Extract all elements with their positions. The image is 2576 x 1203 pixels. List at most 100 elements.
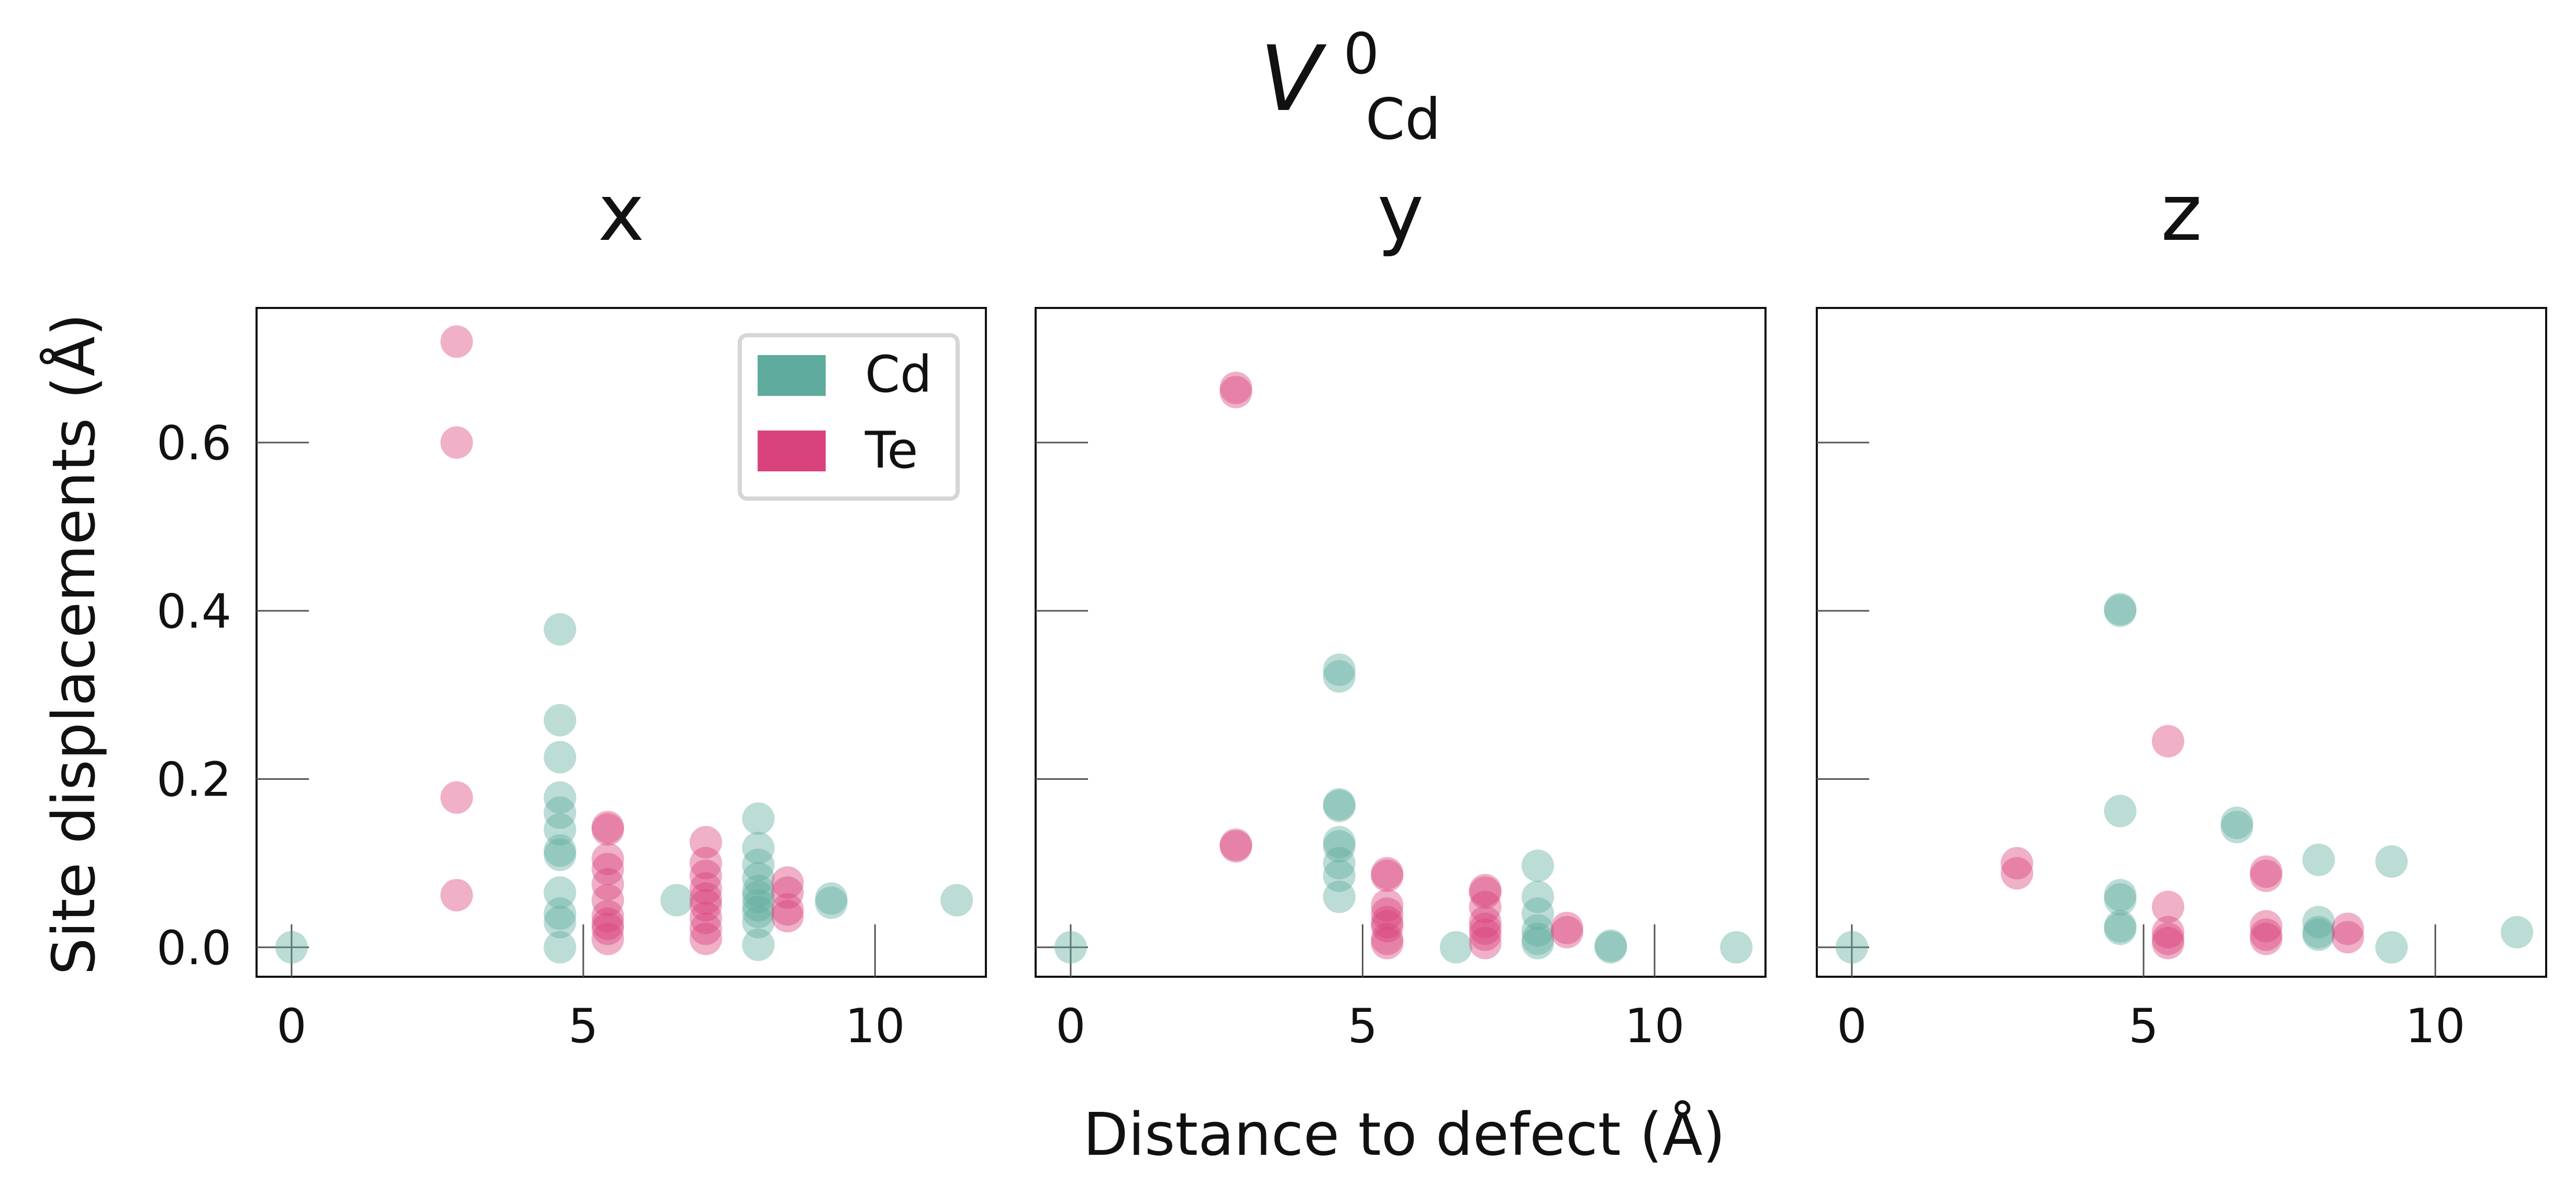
point-y-cd-8 — [1323, 859, 1356, 892]
point-z-cd-15 — [2375, 931, 2408, 964]
point-x-cd-21 — [742, 896, 775, 929]
panel-title-z: z — [2161, 168, 2202, 259]
point-y-cd-10 — [1439, 931, 1472, 964]
point-x-cd-19 — [742, 880, 775, 913]
y-axis-label: Site displacements (Å) — [40, 313, 108, 975]
x-tick-label-x-0: 0 — [276, 999, 306, 1054]
point-z-cd-13 — [2302, 918, 2335, 951]
point-x-cd-7 — [543, 834, 576, 867]
point-x-te-0 — [440, 325, 473, 358]
point-y-cd-4 — [1323, 789, 1356, 822]
point-x-cd-13 — [660, 884, 693, 917]
point-z-te-6 — [2151, 926, 2184, 959]
point-x-te-10 — [591, 900, 624, 933]
point-z-te-8 — [2250, 859, 2283, 892]
point-y-te-12 — [1469, 874, 1502, 907]
x-tick-label-y-0: 0 — [1056, 999, 1085, 1054]
y-tick-label-1: 0.2 — [157, 753, 231, 808]
legend-label-te: Te — [864, 421, 918, 480]
point-y-te-9 — [1371, 910, 1404, 943]
legend-swatch-cd — [758, 355, 826, 396]
point-z-te-2 — [2151, 725, 2184, 758]
x-tick-label-z-2: 10 — [2405, 999, 2466, 1054]
point-x-cd-2 — [543, 704, 576, 737]
x-axis-label: Distance to defect (Å) — [1083, 1100, 1726, 1169]
point-x-te-18 — [690, 882, 723, 915]
plot-frame-y — [1035, 307, 1767, 978]
point-x-te-4 — [591, 811, 624, 844]
point-x-cd-4 — [543, 781, 576, 814]
point-z-te-12 — [2331, 912, 2364, 945]
point-x-cd-12 — [543, 931, 576, 964]
point-y-te-1 — [1219, 376, 1252, 409]
x-tick-label-z-1: 5 — [2128, 999, 2158, 1054]
point-x-te-16 — [690, 859, 723, 892]
point-z-te-9 — [2250, 910, 2283, 943]
point-z-te-13 — [2331, 921, 2364, 954]
legend: Cd Te — [738, 333, 960, 501]
point-y-cd-6 — [1323, 830, 1356, 863]
point-x-te-23 — [771, 866, 804, 899]
point-y-te-0 — [1219, 371, 1252, 404]
point-y-te-15 — [1469, 906, 1502, 939]
figure-title: V 0 Cd — [1260, 21, 1441, 152]
point-x-cd-11 — [543, 906, 576, 939]
x-tick-label-y-2: 10 — [1625, 999, 1685, 1054]
point-x-cd-15 — [742, 832, 775, 865]
point-z-cd-4 — [2104, 879, 2137, 912]
point-z-cd-7 — [2104, 912, 2137, 945]
point-x-te-26 — [771, 900, 804, 933]
point-x-te-19 — [690, 889, 723, 922]
point-x-te-1 — [440, 426, 473, 459]
point-z-cd-2 — [2104, 594, 2137, 627]
point-y-cd-1 — [1323, 653, 1356, 686]
point-x-cd-14 — [742, 802, 775, 835]
point-x-cd-25 — [815, 886, 848, 919]
point-x-te-9 — [591, 884, 624, 917]
point-z-te-10 — [2250, 918, 2283, 951]
point-x-te-3 — [440, 879, 473, 912]
point-z-cd-0 — [1835, 931, 1868, 964]
point-y-cd-0 — [1054, 931, 1087, 964]
panel-x: x 0.0 0.2 0.4 0.6 0 5 10 — [157, 168, 987, 1054]
point-y-cd-17 — [1594, 931, 1627, 964]
point-x-te-17 — [690, 872, 723, 905]
point-z-cd-10 — [2302, 843, 2335, 876]
point-x-cd-10 — [543, 897, 576, 930]
point-y-cd-14 — [1522, 914, 1555, 947]
point-z-cd-11 — [2302, 906, 2335, 939]
point-y-cd-12 — [1522, 880, 1555, 913]
x-tick-label-x-2: 10 — [845, 999, 905, 1054]
point-y-cd-3 — [1323, 788, 1356, 821]
panel-z: z 0 5 10 — [1816, 168, 2547, 1054]
point-z-cd-14 — [2375, 845, 2408, 878]
point-z-cd-8 — [2220, 807, 2253, 840]
panel-title-y: y — [1378, 168, 1424, 259]
point-y-te-13 — [1469, 876, 1502, 909]
point-z-te-1 — [2001, 857, 2034, 890]
point-x-cd-23 — [742, 928, 775, 961]
figure-title-superscript: 0 — [1343, 21, 1380, 87]
point-x-te-11 — [591, 907, 624, 940]
x-tick-label-z-0: 0 — [1837, 999, 1867, 1054]
point-y-te-2 — [1219, 828, 1252, 861]
point-x-te-8 — [591, 868, 624, 901]
figure-title-subscript: Cd — [1365, 87, 1441, 152]
point-y-te-7 — [1371, 897, 1404, 930]
plot-frame-z — [1816, 307, 2547, 978]
point-y-te-6 — [1371, 889, 1404, 922]
point-y-cd-13 — [1522, 897, 1555, 930]
point-x-cd-26 — [940, 884, 973, 917]
point-y-cd-9 — [1323, 880, 1356, 913]
point-z-cd-1 — [2104, 593, 2137, 626]
point-z-te-3 — [2151, 890, 2184, 923]
x-tick-label-x-1: 5 — [568, 999, 598, 1054]
point-x-cd-1 — [543, 613, 576, 646]
point-x-te-7 — [591, 853, 624, 886]
point-x-cd-8 — [543, 838, 576, 871]
legend-swatch-te — [758, 431, 826, 471]
legend-label-cd: Cd — [865, 345, 932, 404]
point-z-cd-16 — [2501, 915, 2534, 948]
point-x-cd-17 — [742, 862, 775, 895]
